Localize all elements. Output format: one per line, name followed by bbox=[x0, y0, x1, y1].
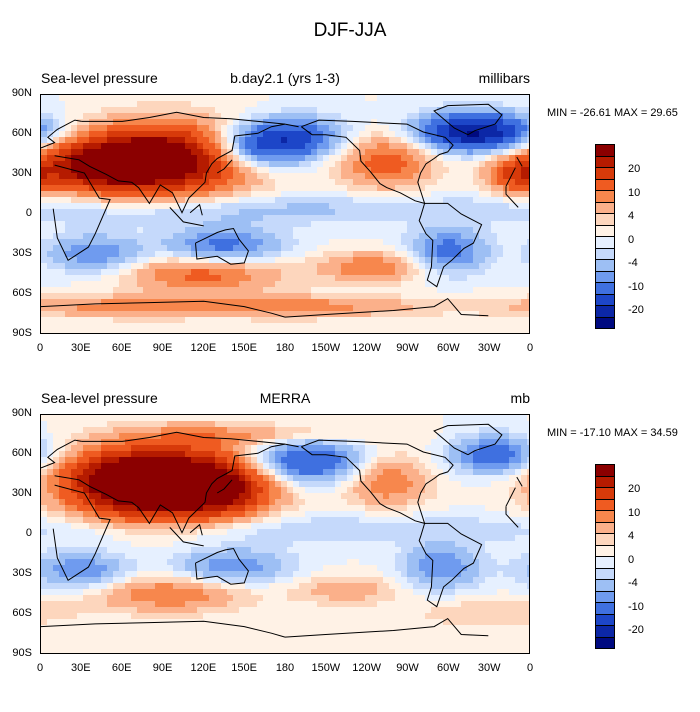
lon-tick-label: 180 bbox=[265, 342, 305, 354]
min-max-text: MIN = -17.10 MAX = 34.59 bbox=[547, 427, 678, 439]
lon-tick-label: 60W bbox=[428, 342, 468, 354]
colorbar-label: 20 bbox=[628, 163, 640, 175]
colorbar-label: 4 bbox=[628, 530, 634, 542]
lon-tick-label: 90W bbox=[388, 662, 428, 674]
lat-tick-label: 30N bbox=[0, 167, 32, 179]
pressure-field-map bbox=[41, 95, 529, 333]
colorbar bbox=[595, 465, 617, 649]
lon-tick-label: 60W bbox=[428, 662, 468, 674]
lon-tick-label: 180 bbox=[265, 662, 305, 674]
lon-tick-label: 30E bbox=[61, 342, 101, 354]
lon-tick-label: 90W bbox=[388, 342, 428, 354]
lat-tick-label: 60S bbox=[0, 287, 32, 299]
panel-center-title: MERRA bbox=[135, 390, 435, 406]
pressure-field-map bbox=[41, 415, 529, 653]
lat-tick-label: 60N bbox=[0, 127, 32, 139]
colorbar-label: 10 bbox=[628, 187, 640, 199]
colorbar-swatch bbox=[595, 317, 615, 330]
colorbar-label: -4 bbox=[628, 577, 638, 589]
colorbar-label: 0 bbox=[628, 554, 634, 566]
lat-tick-label: 60N bbox=[0, 447, 32, 459]
colorbar-label: -4 bbox=[628, 257, 638, 269]
lon-tick-label: 90E bbox=[143, 342, 183, 354]
pressure-contour-fill bbox=[41, 415, 529, 653]
lon-tick-label: 150E bbox=[224, 342, 264, 354]
lat-tick-label: 90S bbox=[0, 327, 32, 339]
colorbar-label: -10 bbox=[628, 281, 644, 293]
lon-tick-label: 30E bbox=[61, 662, 101, 674]
colorbar-label: 4 bbox=[628, 210, 634, 222]
lat-tick-label: 90S bbox=[0, 647, 32, 659]
lat-tick-label: 90N bbox=[0, 407, 32, 419]
lon-tick-label: 120W bbox=[347, 342, 387, 354]
colorbar-swatch bbox=[595, 637, 615, 650]
lon-tick-label: 30W bbox=[469, 342, 509, 354]
colorbar-label: -20 bbox=[628, 304, 644, 316]
pressure-contour-fill bbox=[41, 95, 529, 333]
lon-tick-label: 0 bbox=[510, 662, 550, 674]
lat-tick-label: 30S bbox=[0, 567, 32, 579]
panel-units: mb bbox=[511, 390, 530, 406]
colorbar-label: 20 bbox=[628, 483, 640, 495]
lon-tick-label: 120W bbox=[347, 662, 387, 674]
panel-center-title: b.day2.1 (yrs 1-3) bbox=[135, 70, 435, 86]
lat-tick-label: 60S bbox=[0, 607, 32, 619]
lon-tick-label: 120E bbox=[183, 342, 223, 354]
map-plot bbox=[40, 414, 530, 654]
lon-tick-label: 150W bbox=[306, 342, 346, 354]
lat-tick-label: 0 bbox=[0, 207, 32, 219]
map-plot bbox=[40, 94, 530, 334]
lon-tick-label: 0 bbox=[510, 342, 550, 354]
lon-tick-label: 30W bbox=[469, 662, 509, 674]
colorbar-label: 10 bbox=[628, 507, 640, 519]
lat-tick-label: 30S bbox=[0, 247, 32, 259]
page-title: DJF-JJA bbox=[0, 20, 700, 42]
lon-tick-label: 60E bbox=[102, 662, 142, 674]
lon-tick-label: 150E bbox=[224, 662, 264, 674]
colorbar bbox=[595, 145, 617, 329]
lon-tick-label: 150W bbox=[306, 662, 346, 674]
colorbar-label: -20 bbox=[628, 624, 644, 636]
lon-tick-label: 60E bbox=[102, 342, 142, 354]
lon-tick-label: 0 bbox=[20, 662, 60, 674]
lat-tick-label: 30N bbox=[0, 487, 32, 499]
colorbar-label: 0 bbox=[628, 234, 634, 246]
panel-units: millibars bbox=[479, 70, 530, 86]
min-max-text: MIN = -26.61 MAX = 29.65 bbox=[547, 107, 678, 119]
lon-tick-label: 90E bbox=[143, 662, 183, 674]
lat-tick-label: 0 bbox=[0, 527, 32, 539]
lon-tick-label: 120E bbox=[183, 662, 223, 674]
lon-tick-label: 0 bbox=[20, 342, 60, 354]
lat-tick-label: 90N bbox=[0, 87, 32, 99]
colorbar-label: -10 bbox=[628, 601, 644, 613]
